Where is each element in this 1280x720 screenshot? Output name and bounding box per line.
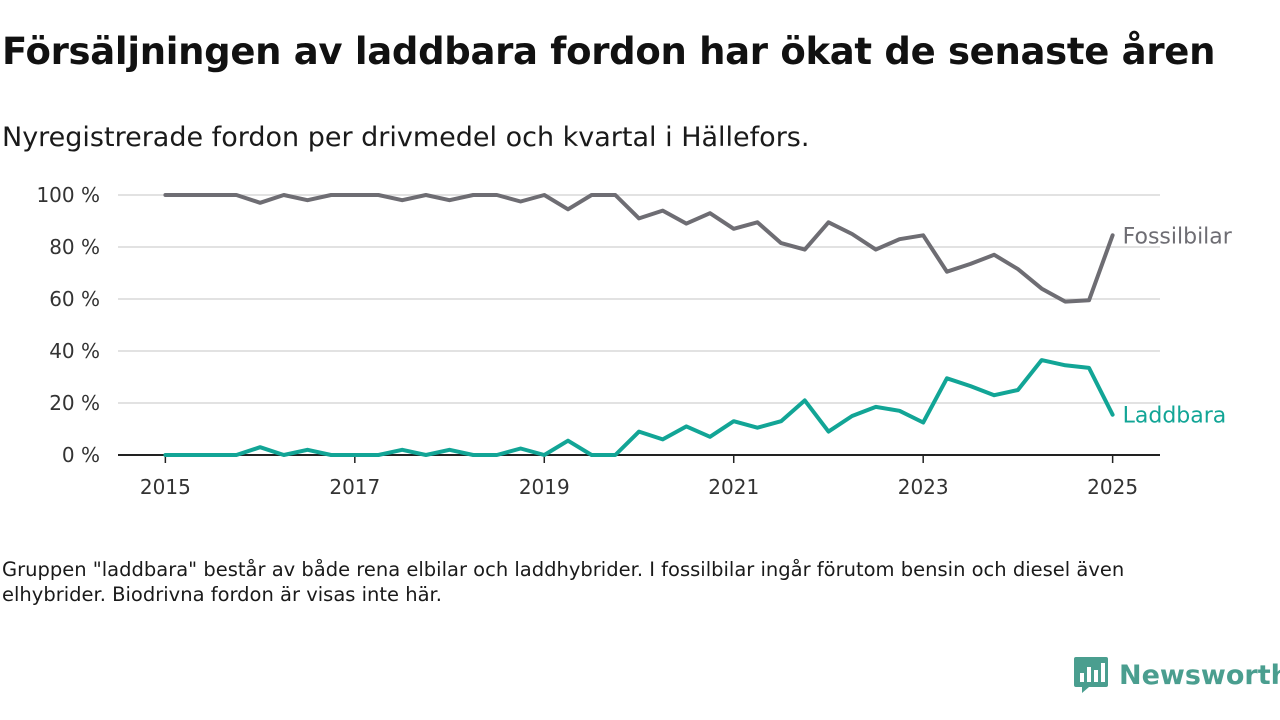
x-tick-label: 2025 bbox=[1087, 475, 1138, 499]
series-label: Laddbara bbox=[1123, 404, 1227, 429]
x-tick-label: 2023 bbox=[898, 475, 949, 499]
y-tick-label: 20 % bbox=[49, 391, 100, 415]
y-tick-label: 80 % bbox=[49, 235, 100, 259]
brand-name: Newsworthy bbox=[1119, 659, 1280, 691]
y-tick-label: 40 % bbox=[49, 339, 100, 363]
chart-title: Försäljningen av laddbara fordon har öka… bbox=[2, 30, 1216, 73]
x-tick-label: 2021 bbox=[708, 475, 759, 499]
line-chart: 0 % 20 % 40 % 60 % 80 % 100 % 2015 2017 2019 2021… bbox=[36, 183, 1232, 499]
y-tick-label: 100 % bbox=[36, 183, 100, 207]
label-layer: 0 % 20 % 40 % 60 % 80 % 100 % 2015 2017 2019 2021… bbox=[36, 183, 1232, 499]
grid-layer bbox=[118, 194, 1160, 463]
series-line-fossilbilar bbox=[163, 193, 1115, 304]
footnote: Gruppen "laddbara" består av både rena e… bbox=[2, 558, 1125, 606]
newsworthy-logo-icon bbox=[1074, 657, 1108, 693]
x-tick-label: 2015 bbox=[140, 475, 191, 499]
y-tick-label: 60 % bbox=[49, 287, 100, 311]
x-tick-label: 2017 bbox=[329, 475, 380, 499]
series-layer bbox=[163, 193, 1115, 457]
chart-subtitle: Nyregistrerade fordon per drivmedel och … bbox=[2, 122, 810, 153]
x-tick-label: 2019 bbox=[519, 475, 570, 499]
brand-logo[interactable]: Newsworthy bbox=[1073, 656, 1280, 694]
series-label: Fossilbilar bbox=[1123, 224, 1233, 249]
y-tick-label: 0 % bbox=[62, 443, 100, 467]
series-line-laddbara bbox=[163, 358, 1115, 457]
